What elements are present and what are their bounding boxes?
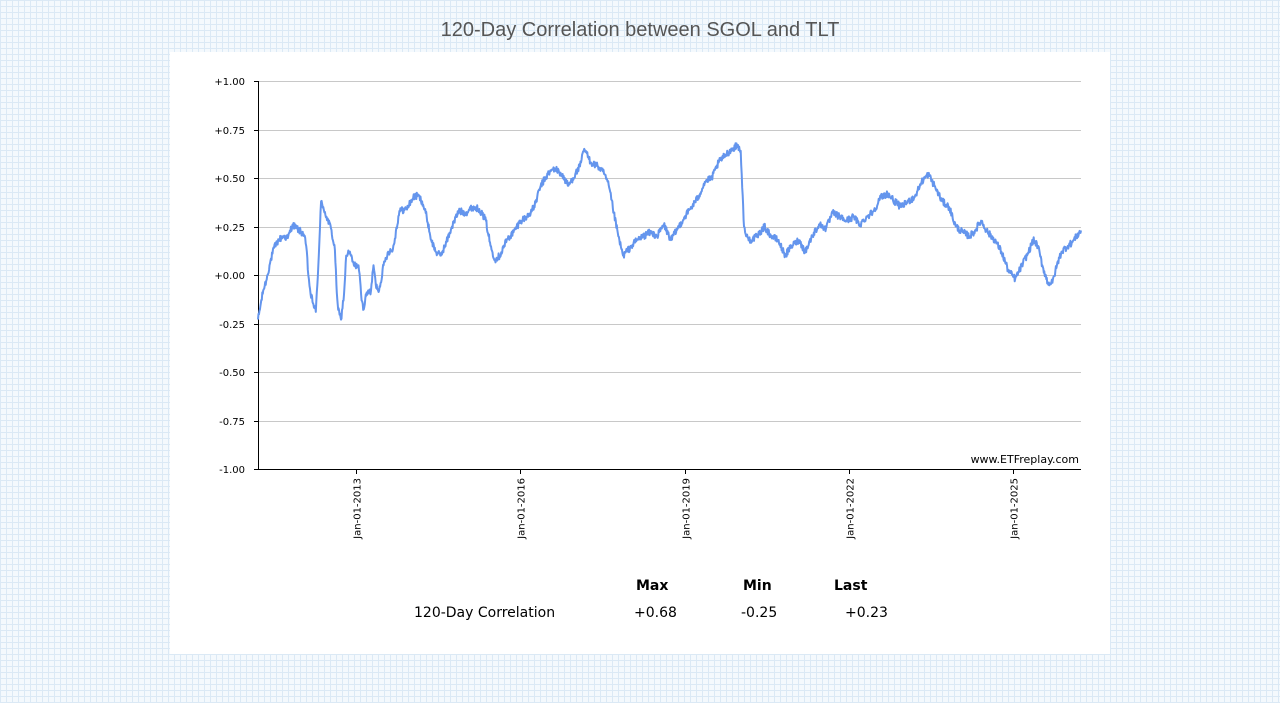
y-tick-label: -0.75	[219, 417, 245, 428]
y-tick-label: +0.50	[214, 174, 245, 185]
series-line	[257, 142, 1082, 321]
y-tick-label: +1.00	[214, 77, 245, 88]
watermark: www.ETFreplay.com	[971, 453, 1079, 466]
x-tick-label: Jan-01-2016	[517, 478, 528, 540]
y-tick-label: -0.50	[219, 368, 245, 379]
y-tick-label: -0.25	[219, 320, 245, 331]
y-tick-label: +0.00	[214, 271, 245, 282]
page-title: 120-Day Correlation between SGOL and TLT	[440, 19, 840, 41]
y-tick-label: +0.25	[214, 223, 245, 234]
x-tick-label: Jan-01-2025	[1010, 478, 1021, 540]
correlation-chart: +1.00 +0.75 +0.50 +0.25 +0.00 -0.25 -0.50 -0.75…	[214, 77, 1082, 540]
y-tick-label: -1.00	[219, 465, 245, 476]
x-tick-label: Jan-01-2022	[846, 478, 857, 540]
chart-panel: +1.00 +0.75 +0.50 +0.25 +0.00 -0.25 -0.50 -0.75…	[170, 52, 1110, 654]
x-tick-label: Jan-01-2013	[353, 478, 364, 540]
y-tick-label: +0.75	[214, 126, 245, 137]
x-tick-label: Jan-01-2019	[682, 478, 693, 540]
